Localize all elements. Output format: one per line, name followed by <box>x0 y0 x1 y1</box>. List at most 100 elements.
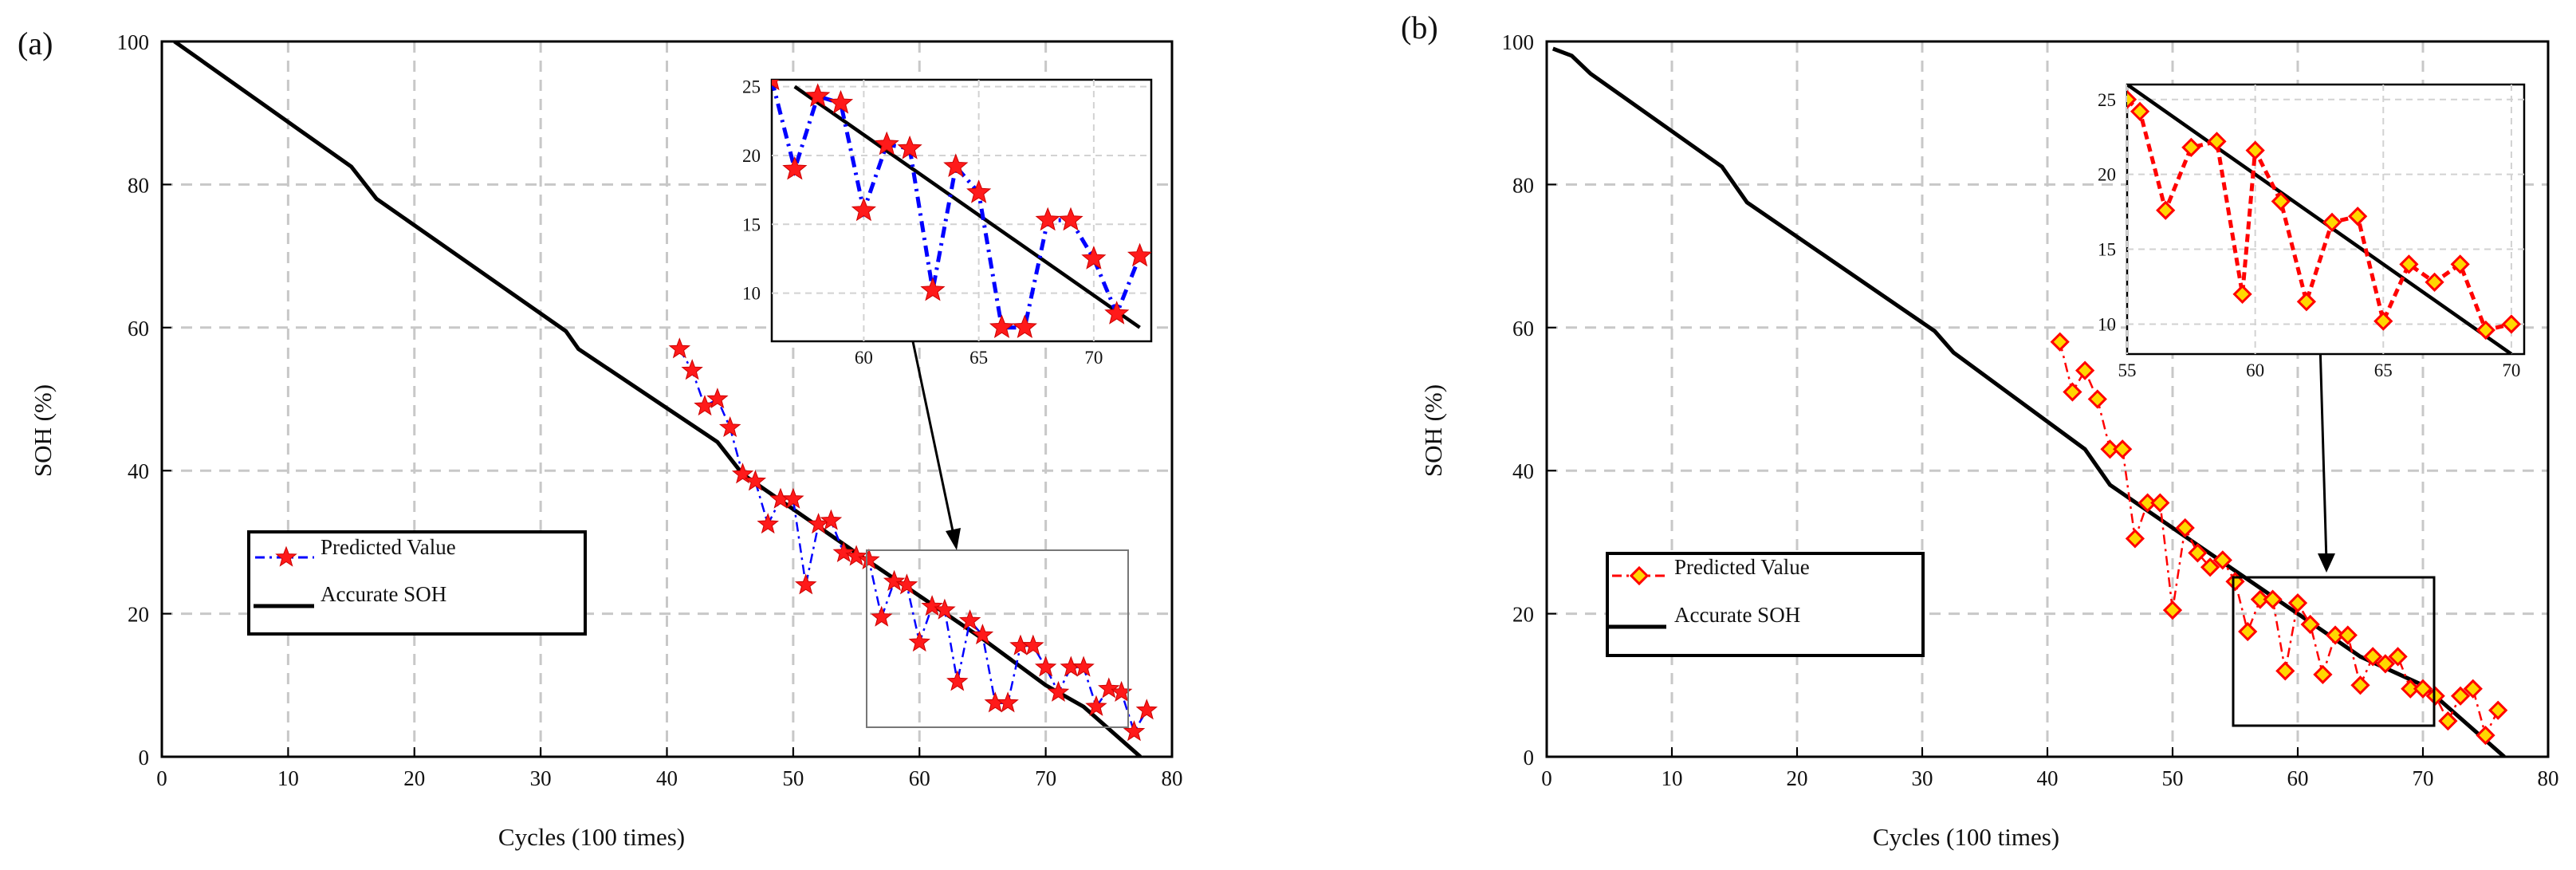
zoom-arrow-line <box>2318 342 2328 563</box>
inset-zoom-a: 60 65 70 10 15 20 25 <box>742 77 1153 368</box>
inset-y-tick-label: 20 <box>742 146 761 166</box>
inset-predicted-point <box>920 277 946 301</box>
predicted-point <box>2263 589 2283 609</box>
inset-y-tick-label: 25 <box>742 77 761 97</box>
panel-label-b: (b) <box>1401 10 1438 45</box>
predicted-point <box>2388 647 2408 667</box>
x-tick-label: 50 <box>782 766 804 790</box>
predicted-point <box>782 487 804 509</box>
inset-predicted-point <box>989 314 1015 339</box>
inset-predicted-point <box>1058 207 1083 231</box>
predicted-point <box>1047 680 1070 702</box>
inset-y-tick-label: 25 <box>2098 90 2116 110</box>
predicted-point <box>871 605 893 627</box>
inset-x-tick-label: 65 <box>969 348 988 368</box>
predicted-point <box>2350 675 2370 695</box>
predicted-point <box>946 670 969 691</box>
inset-predicted-point <box>943 153 969 178</box>
predicted-point <box>1085 695 1107 716</box>
predicted-point <box>2425 686 2445 706</box>
inset-predicted-point <box>2373 311 2393 331</box>
inset-predicted-point <box>874 131 899 155</box>
inset-predicted-point <box>2425 272 2444 292</box>
inset-predicted-point <box>2207 132 2227 152</box>
x-axis-label: Cycles (100 times) <box>1873 823 2059 851</box>
predicted-point <box>2063 382 2082 402</box>
inset-x-tick-label: 70 <box>2502 360 2520 380</box>
x-tick-label: 70 <box>1035 766 1056 790</box>
predicted-point <box>2238 621 2258 642</box>
predicted-point <box>2300 614 2320 635</box>
y-tick-label: 100 <box>117 30 150 54</box>
x-tick-label: 10 <box>1662 766 1683 790</box>
legend-box <box>247 530 587 636</box>
y-tick-label: 20 <box>128 603 149 627</box>
inset-predicted-point <box>2322 212 2342 232</box>
inset-predicted-point <box>2399 254 2419 274</box>
inset-predicted-point <box>2232 284 2252 305</box>
panel-label-a: (a) <box>18 26 53 61</box>
inset-predicted-point <box>851 197 877 222</box>
legend-predicted-label: Predicted Value <box>321 535 456 559</box>
inset-y-tick-label: 10 <box>742 284 761 304</box>
inset-x-tick-label: 60 <box>2246 360 2264 380</box>
predicted-point <box>1098 677 1120 699</box>
inset-predicted-point <box>2127 89 2137 109</box>
predicted-point <box>757 513 779 534</box>
y-tick-label: 60 <box>1512 317 1534 341</box>
inset-predicted-point <box>2476 320 2495 341</box>
predicted-point <box>2401 679 2421 699</box>
inset-predicted-point <box>2156 200 2176 220</box>
y-tick-label: 60 <box>128 317 149 341</box>
x-tick-label: 20 <box>1787 766 1808 790</box>
zoom-arrowhead <box>2318 553 2335 573</box>
legend: Predicted Value Accurate SOH <box>1606 552 1925 657</box>
x-tick-label: 40 <box>2037 766 2059 790</box>
inset-predicted-point <box>1104 301 1130 325</box>
inset-predicted-point <box>1012 314 1037 339</box>
predicted-point <box>2450 686 2471 706</box>
predicted-point <box>883 569 906 591</box>
x-tick-label: 80 <box>2538 766 2559 790</box>
inset-predicted-point <box>2450 254 2470 274</box>
predicted-point <box>2488 700 2508 720</box>
legend-accurate-label: Accurate SOH <box>321 582 446 606</box>
predicted-point <box>2100 439 2120 459</box>
predicted-point <box>2275 661 2295 681</box>
predicted-point <box>2188 543 2208 563</box>
inset-x-tick-label: 65 <box>2374 360 2393 380</box>
zoom-region-box <box>866 549 1129 728</box>
x-tick-label: 60 <box>909 766 930 790</box>
x-tick-label: 80 <box>1162 766 1183 790</box>
x-tick-label: 0 <box>1541 766 1552 790</box>
zoom-region-box <box>2232 576 2436 727</box>
predicted-point <box>2125 529 2145 549</box>
predicted-point <box>908 631 930 652</box>
inset-predicted-point <box>2181 137 2201 157</box>
predicted-point <box>958 609 981 631</box>
y-tick-label: 0 <box>1524 746 1535 770</box>
x-tick-label: 70 <box>2413 766 2434 790</box>
predicted-point <box>921 595 943 616</box>
inset-predicted-point <box>1127 242 1151 267</box>
y-tick-label: 40 <box>1512 459 1534 483</box>
y-tick-label: 100 <box>1502 30 1535 54</box>
chart-panel-b: (b) 0 10 20 30 40 50 60 70 80 0 20 40 60 80 100 55 60 65… <box>1401 10 2559 851</box>
predicted-point <box>1072 655 1095 677</box>
chart-panel-a: (a) 0 10 20 30 40 50 60 70 80 0 20 40 60 80 100 60 65 70… <box>18 26 1183 851</box>
predicted-point <box>2338 625 2358 645</box>
inset-predicted-point <box>1081 246 1107 270</box>
predicted-point <box>2175 518 2195 538</box>
predicted-point <box>2075 360 2095 380</box>
predicted-point <box>2212 550 2232 570</box>
inset-x-tick-label: 60 <box>855 348 873 368</box>
x-axis-label: Cycles (100 times) <box>498 823 685 851</box>
predicted-point <box>820 509 843 530</box>
inset-y-tick-label: 10 <box>2098 314 2116 334</box>
predicted-point <box>744 470 767 491</box>
predicted-point <box>2287 593 2308 613</box>
predicted-point <box>2250 589 2271 609</box>
inset-predicted-point <box>966 179 992 203</box>
inset-predicted-point <box>782 155 808 180</box>
